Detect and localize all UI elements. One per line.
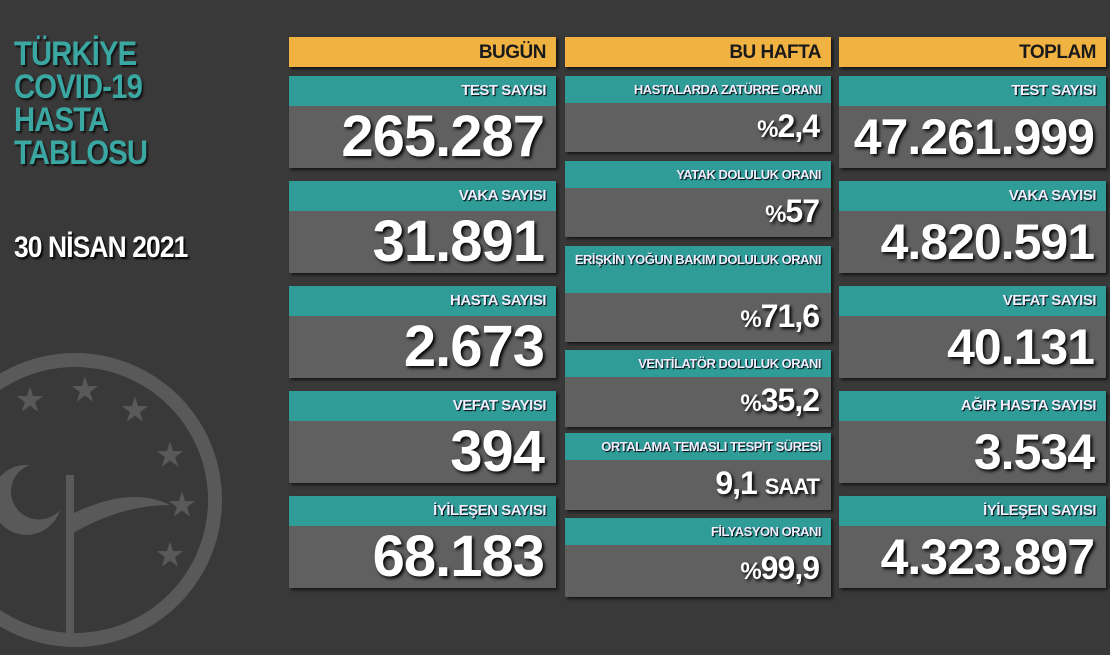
today-death-card: VEFAT SAYISI 394 [289,391,556,483]
ministry-emblem-icon: ★ ★★★★★ [0,353,222,647]
week-header: BU HAFTA [565,37,831,67]
today-test-card: TEST SAYISI 265.287 [289,76,556,168]
today-column: BUGÜN TEST SAYISI 265.287 VAKA SAYISI 31.8… [289,37,556,588]
card-label: FİLYASYON ORANI [565,518,831,545]
today-recovered-card: İYİLEŞEN SAYISI 68.183 [289,496,556,588]
total-severe-card: AĞIR HASTA SAYISI 3.534 [839,391,1106,483]
title-line: HASTA [14,101,109,139]
card-label: İYİLEŞEN SAYISI [289,496,556,526]
total-case-card: VAKA SAYISI 4.820.591 [839,181,1106,273]
svg-text:★: ★ [17,384,44,417]
svg-text:★: ★ [122,394,149,427]
card-label: AĞIR HASTA SAYISI [839,391,1106,421]
card-value: 4.820.591 [880,214,1095,270]
card-label: VEFAT SAYISI [289,391,556,421]
title-line: COVID-19 [14,68,143,106]
card-value: 9,1 SAAT [565,460,831,510]
card-value: %57 [565,188,831,238]
card-label: VENTİLATÖR DOLULUK ORANI [565,350,831,377]
card-label: VAKA SAYISI [289,181,556,211]
today-header: BUGÜN [289,37,556,67]
card-label: TEST SAYISI [839,76,1106,106]
card-label: VAKA SAYISI [839,181,1106,211]
card-value: %2,4 [565,103,831,153]
svg-text:★: ★ [157,539,184,572]
percent-sign: % [740,306,761,333]
card-label: TEST SAYISI [289,76,556,106]
week-icu-card: ERİŞKİN YOĞUN BAKIM DOLULUK ORANI %71,6 [565,246,831,342]
card-value: %35,2 [565,377,831,427]
card-value: 68.183 [372,524,545,589]
report-date: 30 NİSAN 2021 [14,231,188,264]
today-case-card: VAKA SAYISI 31.891 [289,181,556,273]
card-value: 40.131 [947,319,1095,375]
card-value: 31.891 [372,209,545,274]
card-value: 3.534 [973,424,1095,480]
week-contact-time-card: ORTALAMA TEMASLI TESPİT SÜRESİ 9,1 SAAT [565,433,831,510]
card-value: 47.261.999 [853,109,1095,165]
card-label: HASTA SAYISI [289,286,556,316]
card-value: 394 [450,419,545,484]
week-column: BU HAFTA HASTALARDA ZATÜRRE ORANI %2,4 YA… [565,37,831,597]
card-label: HASTALARDA ZATÜRRE ORANI [565,76,831,103]
percent-sign: % [740,390,761,417]
card-label: İYİLEŞEN SAYISI [839,496,1106,526]
value-number: 57 [785,193,820,229]
today-patient-card: HASTA SAYISI 2.673 [289,286,556,378]
title-line: TÜRKİYE [14,35,137,73]
card-label: ERİŞKİN YOĞUN BAKIM DOLULUK ORANI [565,246,831,293]
card-label: ORTALAMA TEMASLI TESPİT SÜRESİ [565,433,831,460]
value-number: 71,6 [760,298,820,334]
page-title: TÜRKİYE COVID-19 HASTA TABLOSU [14,35,148,172]
total-test-card: TEST SAYISI 47.261.999 [839,76,1106,168]
week-pneumonia-card: HASTALARDA ZATÜRRE ORANI %2,4 [565,76,831,152]
value-number: 35,2 [760,382,820,418]
total-column: TOPLAM TEST SAYISI 47.261.999 VAKA SAYISI… [839,37,1106,588]
card-label: VEFAT SAYISI [839,286,1106,316]
value-number: 99,9 [760,550,820,586]
week-filiation-card: FİLYASYON ORANI %99,9 [565,518,831,597]
card-value: 265.287 [341,104,545,169]
total-death-card: VEFAT SAYISI 40.131 [839,286,1106,378]
svg-text:★: ★ [72,374,99,407]
card-value: 2.673 [403,314,545,379]
week-ventilator-card: VENTİLATÖR DOLULUK ORANI %35,2 [565,350,831,427]
card-value: %71,6 [565,293,831,343]
value-unit: SAAT [764,474,820,499]
card-label: YATAK DOLULUK ORANI [565,161,831,188]
percent-sign: % [765,201,786,228]
card-value: %99,9 [565,545,831,595]
title-line: TABLOSU [14,134,148,172]
value-number: 9,1 [715,465,757,501]
card-value: 4.323.897 [880,529,1095,585]
total-recovered-card: İYİLEŞEN SAYISI 4.323.897 [839,496,1106,588]
percent-sign: % [757,116,778,143]
percent-sign: % [740,558,761,585]
value-number: 2,4 [777,108,820,144]
svg-text:★: ★ [157,439,184,472]
svg-text:★: ★ [169,489,196,522]
week-bed-card: YATAK DOLULUK ORANI %57 [565,161,831,237]
total-header: TOPLAM [839,37,1106,67]
